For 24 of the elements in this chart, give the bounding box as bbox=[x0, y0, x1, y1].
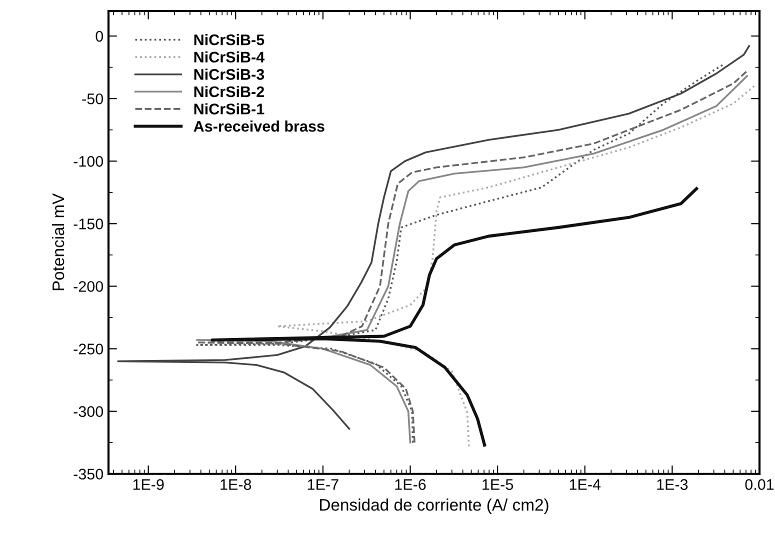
y-tick-label: -350 bbox=[74, 468, 104, 480]
x-tick-label: 1E-7 bbox=[308, 479, 338, 490]
y-tick-label: -100 bbox=[74, 156, 104, 167]
legend-label: NiCrSiB-4 bbox=[194, 51, 265, 63]
x-tick-label: 1E-4 bbox=[570, 479, 601, 490]
y-tick-label: -50 bbox=[82, 93, 104, 104]
x-tick-label: 0.01 bbox=[745, 479, 774, 490]
x-axis-title: Densidad de corriente (A/ cm2) bbox=[320, 498, 548, 514]
y-tick-label: -250 bbox=[74, 344, 104, 354]
y-axis-title: Potencial mV bbox=[52, 193, 64, 290]
legend-label: NiCrSiB-2 bbox=[194, 86, 264, 98]
legend-label: NiCrSiB-1 bbox=[194, 103, 264, 114]
x-tick-label: 1E-9 bbox=[133, 479, 164, 490]
x-tick-label: 1E-8 bbox=[220, 479, 252, 490]
legend-label: NiCrSiB-3 bbox=[194, 68, 264, 80]
x-tick-label: 1E-3 bbox=[657, 479, 688, 490]
legend-label: As-received brass bbox=[194, 120, 324, 132]
x-tick-label: 1E-6 bbox=[395, 479, 426, 490]
y-tick-label: -150 bbox=[74, 218, 104, 230]
y-tick-label: -300 bbox=[74, 406, 104, 417]
y-tick-label: 0 bbox=[96, 30, 104, 42]
x-tick-label: 1E-5 bbox=[482, 479, 514, 490]
y-tick-label: -200 bbox=[74, 281, 104, 292]
legend-label: NiCrSiB-5 bbox=[194, 34, 264, 46]
